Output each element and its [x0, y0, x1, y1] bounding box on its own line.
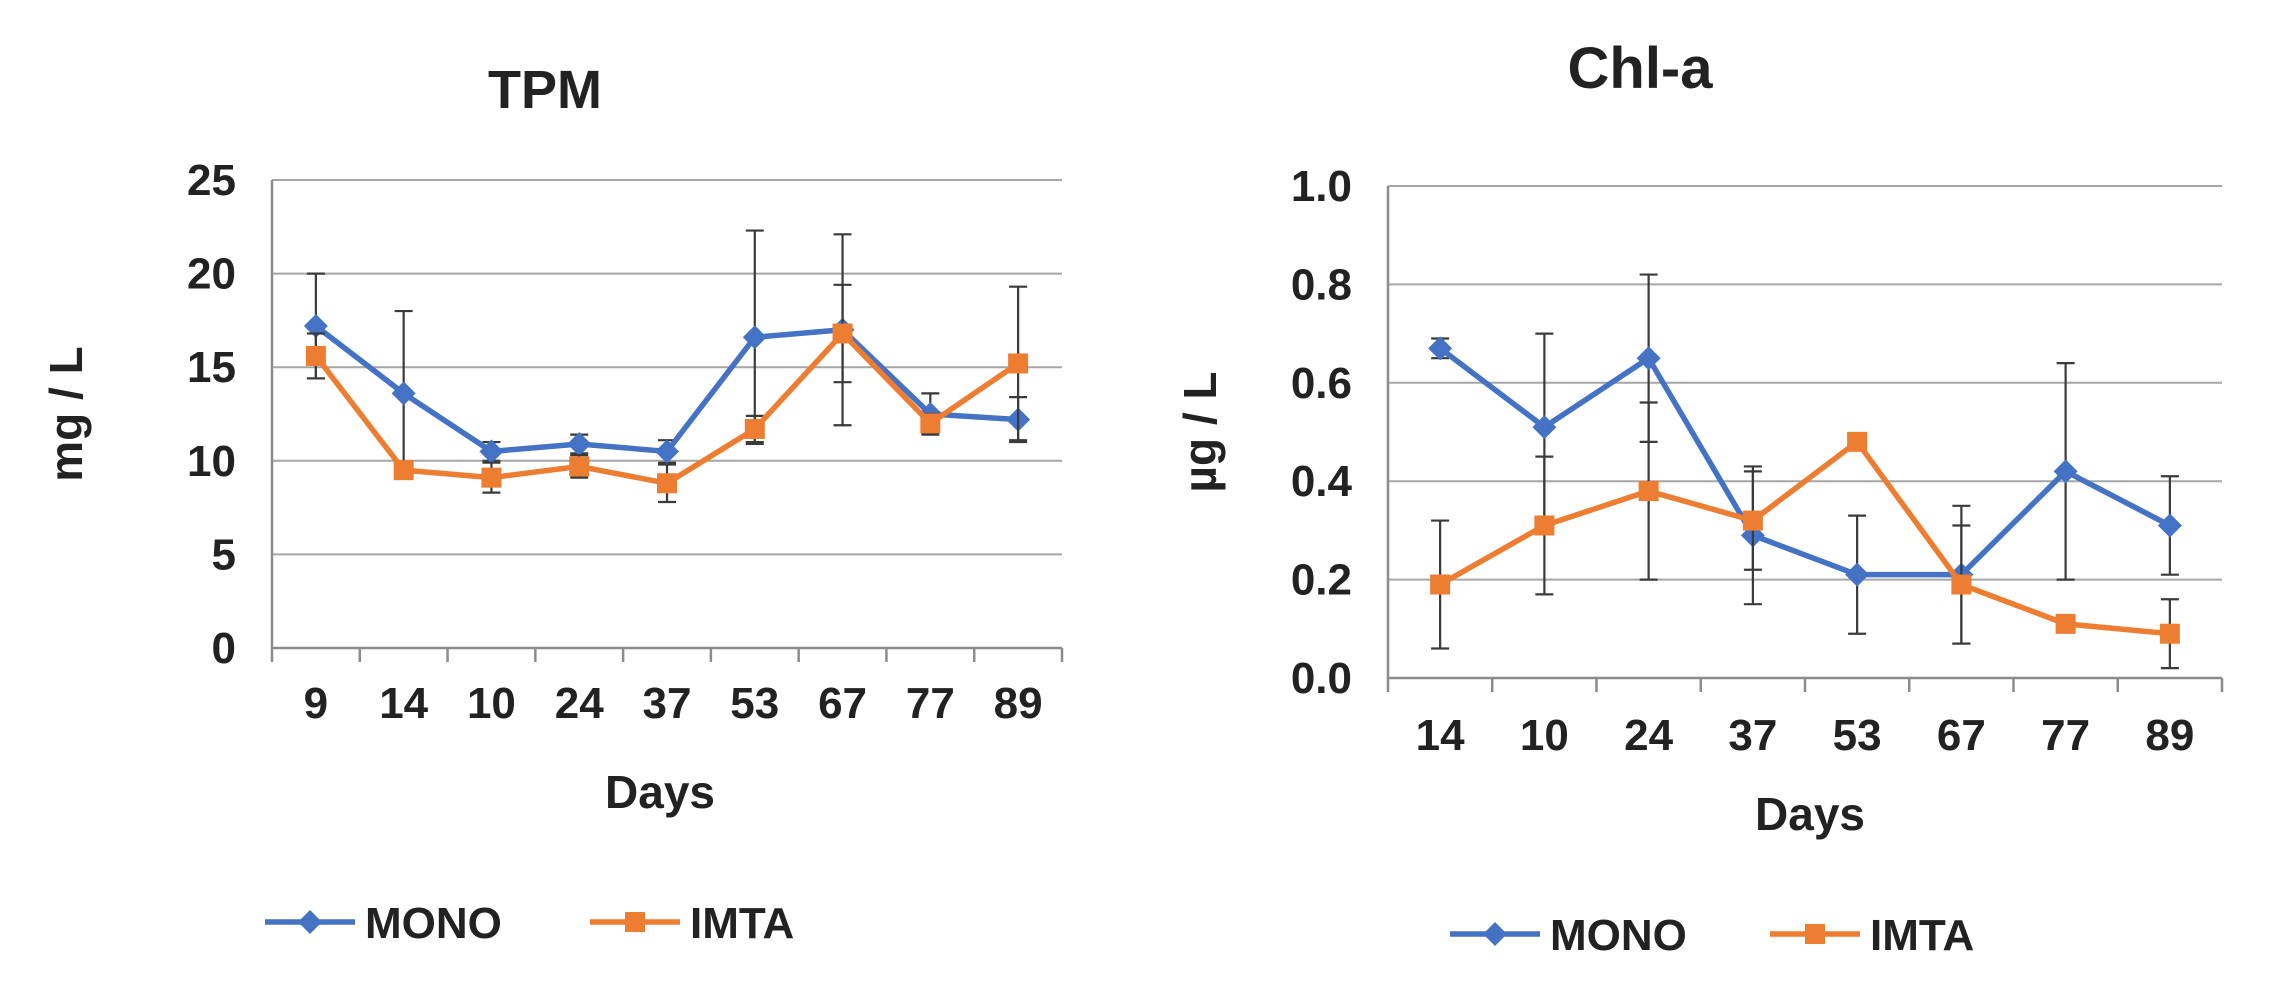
- tpm-imta-point: [920, 413, 941, 434]
- tpm-ytick-label: 15: [187, 343, 236, 392]
- tpm-x-axis-label: Days: [605, 766, 715, 818]
- chla-xtick-label: 53: [1833, 711, 1882, 760]
- tpm-imta-point: [832, 323, 853, 344]
- tpm-imta-point: [657, 473, 677, 494]
- tpm-imta-point: [393, 460, 414, 481]
- chla-imta-point: [2159, 623, 2180, 644]
- tpm-xtick-label: 37: [643, 679, 692, 728]
- tpm-ytick-label: 5: [212, 530, 236, 579]
- chla-xtick-label: 24: [1624, 711, 1673, 760]
- chla-mono-series-line: [1438, 346, 2172, 578]
- chla-imta-point: [2055, 613, 2076, 634]
- tpm-mono-point: [479, 439, 504, 464]
- tpm-chart: 0 5 10 15 20 25 9 14 10 24 37 53 67 77 89 TPM Days mg / L…: [0, 0, 1120, 1001]
- chla-mono-point: [1845, 562, 1870, 587]
- chla-ytick-label: 0.2: [1291, 556, 1352, 605]
- tpm-mono-legend-label: MONO: [365, 899, 502, 948]
- tpm-imta-point: [305, 345, 326, 366]
- tpm-mono-point: [567, 431, 592, 456]
- tpm-xtick-label: 14: [379, 679, 428, 728]
- chla-mono-point: [1532, 415, 1557, 440]
- chla-chart-title: Chl-a: [1568, 36, 1714, 101]
- tpm-ytick-label: 0: [212, 624, 236, 673]
- chla-imta-point: [1638, 481, 1659, 502]
- tpm-mono-point: [655, 439, 679, 464]
- tpm-mono-point: [303, 314, 328, 339]
- tpm-ytick-label: 25: [187, 156, 236, 205]
- chla-imta-point: [1534, 515, 1555, 536]
- chla-ytick-label: 0.4: [1291, 457, 1353, 506]
- tpm-imta-legend-label: IMTA: [690, 899, 794, 948]
- chla-xtick-label: 67: [1937, 711, 1986, 760]
- tpm-xtick-label: 24: [555, 679, 604, 728]
- chla-imta-series-line: [1438, 439, 2171, 637]
- tpm-xtick-label: 9: [304, 679, 328, 728]
- tpm-imta-point: [569, 456, 590, 477]
- tpm-mono-point: [391, 381, 416, 406]
- tpm-xtick-label: 67: [818, 679, 867, 728]
- tpm-xtick-label: 53: [730, 679, 779, 728]
- chla-ytick-label: 0.0: [1291, 654, 1352, 703]
- chla-chart: 0.0 0.2 0.4 0.6 0.8 1.0 14 10 24 37 53 67 77 89 Chl-a D…: [1174, 0, 2290, 1001]
- chla-ytick-label: 0.8: [1291, 260, 1352, 309]
- chla-y-axis-label: µg / L: [1180, 371, 1226, 492]
- tpm-y-axis-label: mg / L: [40, 346, 92, 481]
- tpm-mono-point: [742, 325, 767, 350]
- tpm-imta-point: [1008, 353, 1029, 374]
- tpm-xtick-label: 89: [994, 679, 1043, 728]
- chla-xtick-label: 77: [2041, 711, 2090, 760]
- tpm-mono-legend-marker: [298, 910, 322, 934]
- tpm-imta-legend-marker: [625, 912, 645, 932]
- chla-xtick-label: 37: [1728, 711, 1777, 760]
- tpm-imta-point: [481, 467, 502, 488]
- chla-ytick-label: 1.0: [1291, 162, 1352, 211]
- chla-imta-legend-label: IMTA: [1870, 911, 1974, 960]
- chla-ytick-label: 0.6: [1291, 359, 1352, 408]
- tpm-xtick-label: 10: [467, 679, 516, 728]
- chla-mono-point: [1428, 336, 1453, 361]
- chla-mono-legend-marker: [1483, 922, 1507, 946]
- tpm-ytick-label: 20: [187, 250, 236, 299]
- chla-xtick-label: 10: [1520, 711, 1569, 760]
- chla-mono-point: [1636, 346, 1661, 371]
- chla-mono-legend-label: MONO: [1550, 911, 1687, 960]
- chla-xtick-label: 89: [2145, 711, 2194, 760]
- chla-imta-point: [1430, 574, 1451, 595]
- chla-imta-point: [1951, 574, 1972, 595]
- chla-xtick-label: 14: [1416, 711, 1465, 760]
- chla-imta-point: [1742, 510, 1763, 531]
- chla-imta-legend-marker: [1805, 924, 1825, 944]
- tpm-mono-series-line: [314, 323, 1019, 455]
- chla-x-axis-label: Days: [1755, 788, 1865, 840]
- tpm-chart-title: TPM: [488, 60, 602, 120]
- tpm-chart-svg: 0 5 10 15 20 25 9 14 10 24 37 53 67 77 89 TPM Days mg / L…: [40, 60, 1064, 948]
- tpm-xtick-label: 77: [906, 679, 955, 728]
- chla-mono-point: [2157, 513, 2182, 538]
- tpm-ytick-label: 10: [187, 437, 236, 486]
- tpm-imta-point: [744, 418, 765, 439]
- chla-imta-point: [1847, 431, 1868, 452]
- chla-chart-svg: 0.0 0.2 0.4 0.6 0.8 1.0 14 10 24 37 53 67 77 89 Chl-a D…: [1174, 36, 2224, 960]
- chla-mono-point: [2053, 459, 2078, 484]
